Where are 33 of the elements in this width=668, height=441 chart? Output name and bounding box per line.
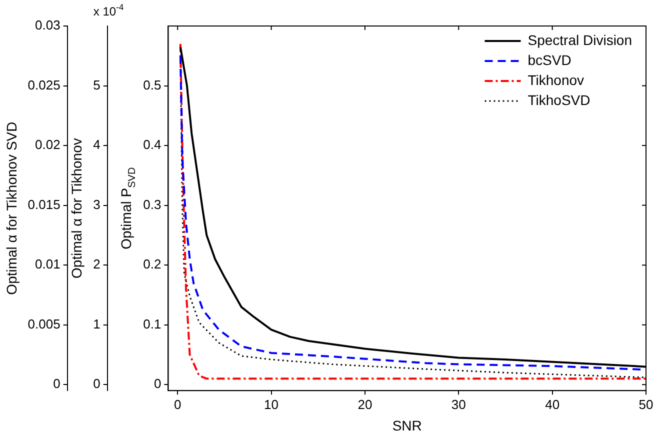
x-tick-label: 20 — [358, 396, 372, 412]
x-tick-label: 50 — [638, 396, 654, 412]
x-tick-label: 0 — [174, 396, 182, 412]
y-axis-title: Optimal PSVD — [118, 167, 138, 250]
y-tick-label: 0 — [154, 376, 162, 392]
x-tick-label: 30 — [451, 396, 466, 412]
y3-tick-label: 0.01 — [35, 256, 60, 272]
y2-tick-label: 5 — [93, 77, 100, 92]
legend-label: bcSVD — [528, 52, 572, 68]
y3-tick-label: 0.015 — [28, 196, 60, 212]
y3-tick-label: 0.03 — [35, 18, 60, 33]
y3-axis-title: Optimal α for Tikhonov SVD — [3, 122, 20, 295]
y2-tick-label: 2 — [93, 256, 100, 272]
y-tick-label: 0.5 — [143, 77, 162, 92]
y3-tick-label: 0.02 — [35, 137, 60, 152]
legend-label: Spectral Division — [528, 32, 632, 48]
legend-label: TikhoSVD — [528, 92, 590, 108]
y2-tick-label: 1 — [93, 316, 100, 332]
y3-tick-label: 0.025 — [28, 77, 60, 92]
y2-tick-label: 3 — [93, 196, 100, 212]
y-tick-label: 0.2 — [143, 256, 162, 272]
y2-tick-label: 4 — [93, 137, 100, 152]
x-tick-label: 10 — [264, 396, 279, 412]
y2-axis-title: Optimal α for Tikhonov — [68, 138, 85, 278]
y-tick-label: 0.1 — [143, 316, 162, 332]
y2-tick-label: 0 — [93, 376, 100, 392]
x-tick-label: 40 — [545, 396, 560, 412]
legend-label: Tikhonov — [528, 72, 584, 88]
y-tick-label: 0.4 — [143, 137, 162, 152]
y-tick-label: 0.3 — [143, 196, 162, 212]
y3-tick-label: 0 — [53, 376, 60, 392]
x-axis-title: SNR — [392, 417, 422, 434]
y3-tick-label: 0.005 — [28, 316, 60, 332]
